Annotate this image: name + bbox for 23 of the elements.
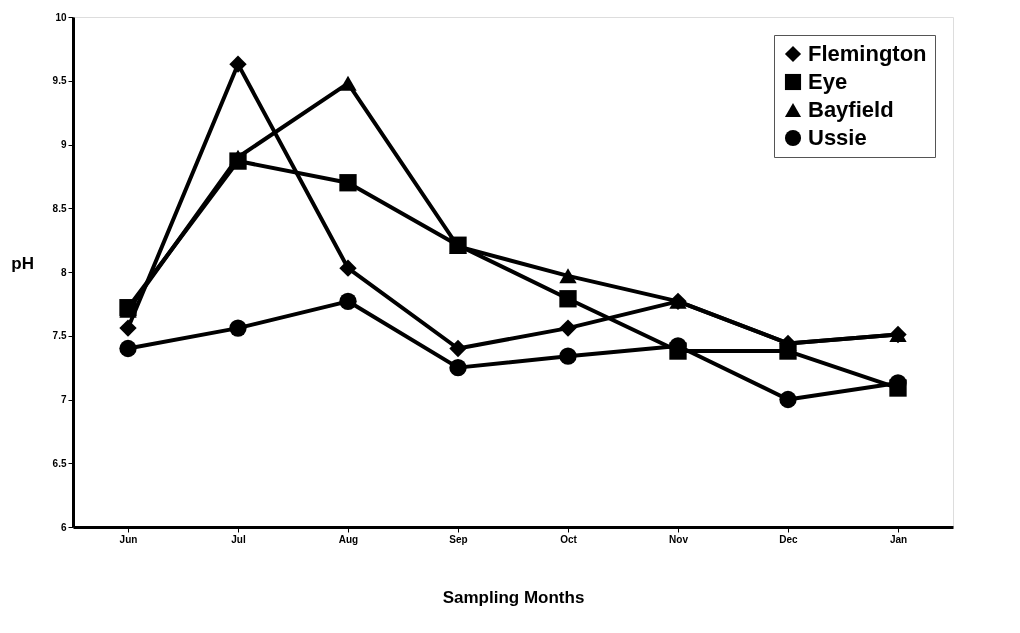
y-tick-label: 9.5 <box>52 75 67 87</box>
y-tick-label: 7.5 <box>52 330 67 342</box>
legend-label: Flemington <box>808 41 927 66</box>
y-tick-label: 10 <box>55 11 67 23</box>
legend-label: Bayfield <box>808 97 894 122</box>
x-tick-label: Jun <box>119 533 138 545</box>
y-tick-label: 8 <box>60 266 67 278</box>
y-tick-label: 7 <box>60 394 67 405</box>
x-tick-label: Aug <box>338 533 359 545</box>
x-tick-label: Sep <box>449 533 468 545</box>
x-tick-label: Jan <box>889 533 908 545</box>
legend-label: Ussie <box>808 125 867 150</box>
y-tick-label: 6.5 <box>52 457 67 469</box>
x-tick-label: Nov <box>669 533 689 545</box>
x-tick-label: Oct <box>560 533 578 545</box>
x-axis-title: Sampling Months <box>442 587 585 607</box>
y-tick-label: 8.5 <box>52 202 67 214</box>
legend-label: Eye <box>808 69 848 94</box>
y-axis-title: pH <box>11 253 34 273</box>
y-tick-label: 9 <box>60 139 67 150</box>
x-tick-label: Jul <box>231 533 246 545</box>
y-tick-label: 6 <box>60 521 67 533</box>
x-tick-label: Dec <box>779 533 799 545</box>
